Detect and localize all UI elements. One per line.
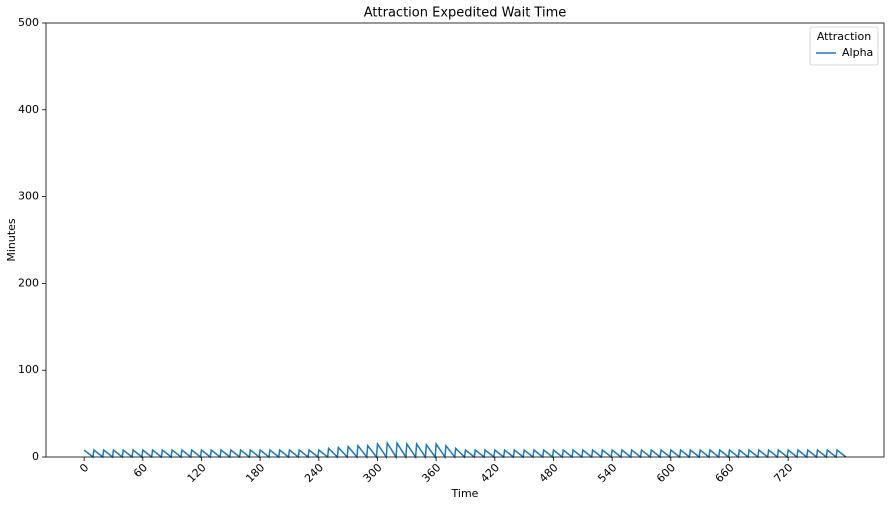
y-tick-label: 500: [18, 16, 39, 29]
axes-frame: [45, 22, 885, 458]
y-tick-label: 300: [18, 190, 39, 203]
y-tick-label: 100: [18, 363, 39, 376]
y-tick-label: 200: [18, 276, 39, 289]
legend-title: Attraction: [817, 30, 871, 43]
line-series: [83, 440, 847, 460]
plot-area: [83, 440, 847, 460]
y-tick-label: 0: [32, 450, 39, 463]
x-axis-label: Time: [451, 487, 479, 500]
y-tick-label: 400: [18, 103, 39, 116]
chart-title: Attraction Expedited Wait Time: [364, 6, 567, 21]
y-axis-label: Minutes: [5, 218, 18, 262]
legend-label: Alpha: [842, 46, 873, 59]
legend-box: [809, 26, 879, 66]
